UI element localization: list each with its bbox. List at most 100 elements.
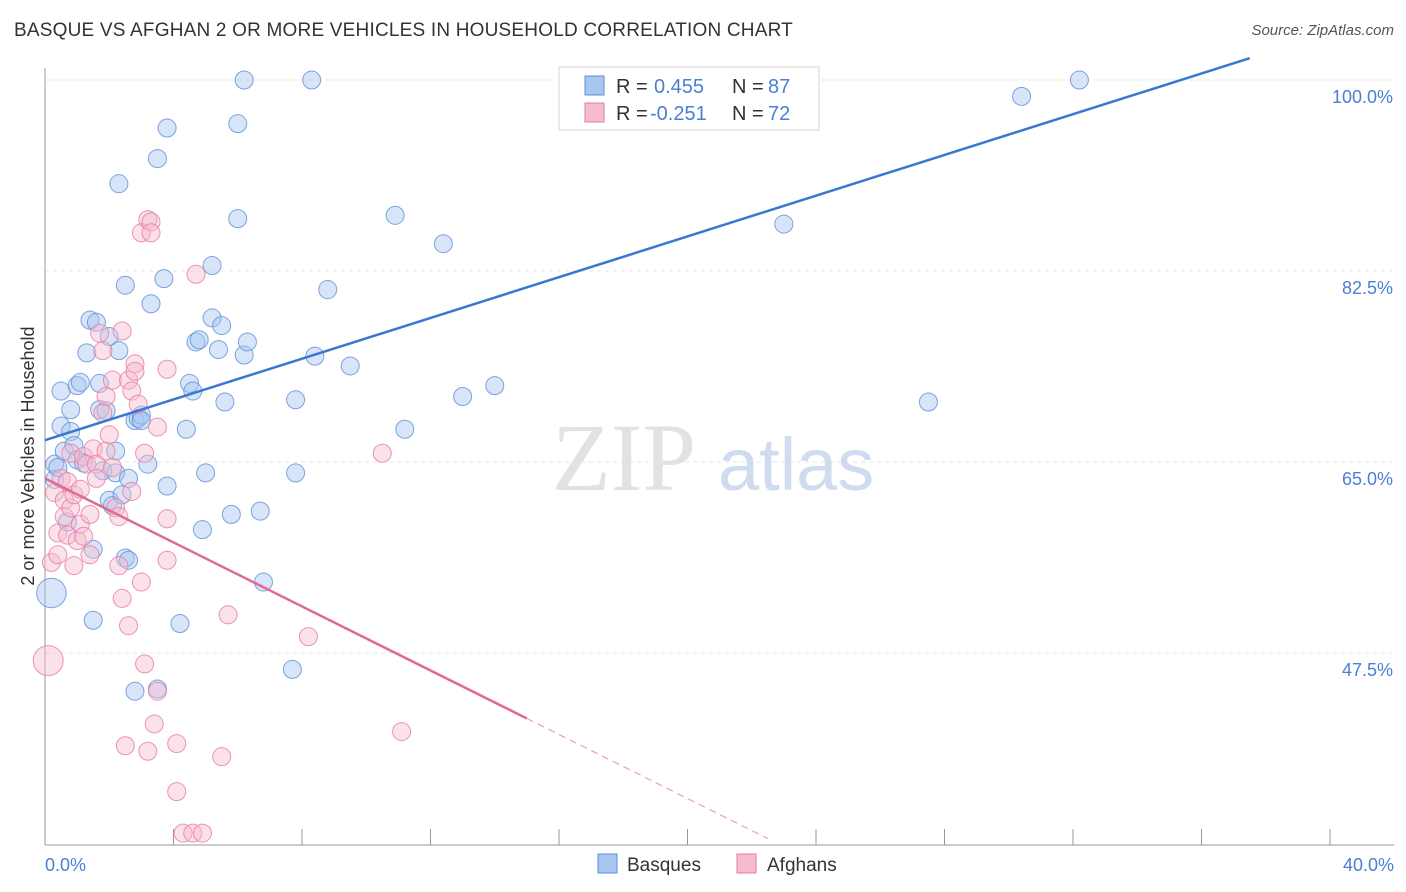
basque-point-71 <box>286 390 306 410</box>
afghan-point-38 <box>115 736 135 756</box>
legend-n-value-2: 72 <box>768 103 790 125</box>
afghan-point-31 <box>102 370 122 390</box>
afghan-point-60 <box>167 734 187 754</box>
series-legend-swatch-basques <box>597 853 618 874</box>
afghan-point-56 <box>147 681 167 701</box>
afghan-point-49 <box>135 654 155 674</box>
basque-point-19 <box>86 312 106 332</box>
series-basques-points <box>36 70 1089 701</box>
basque-point-10 <box>64 436 84 456</box>
afghan-point-23 <box>86 454 106 474</box>
afghan-point-1 <box>41 552 61 572</box>
basque-point-35 <box>119 550 139 570</box>
basque-point-76 <box>385 205 405 225</box>
basque-point-55 <box>196 463 216 483</box>
basque-point-32 <box>115 275 135 295</box>
basque-point-29 <box>109 341 129 361</box>
y-axis-label: 2 or more Vehicles in Household <box>18 326 38 585</box>
basque-point-8 <box>61 400 81 420</box>
basque-point-79 <box>453 387 473 407</box>
afghan-point-6 <box>54 490 74 510</box>
basque-point-54 <box>192 520 212 540</box>
basque-point-30 <box>109 174 129 194</box>
x-tick-label-min: 0.0% <box>45 855 86 875</box>
legend-r-label-1: R = <box>616 76 648 98</box>
basque-point-3 <box>48 457 68 477</box>
basque-point-62 <box>228 209 248 229</box>
series-afghans-points <box>32 210 412 843</box>
basque-point-73 <box>305 346 325 366</box>
afghan-point-66 <box>212 747 232 767</box>
legend-r-value-1: 0.455 <box>654 76 704 98</box>
legend-swatch-afghans <box>584 102 605 123</box>
basque-point-47 <box>157 476 177 496</box>
y-tick-label-3: 100.0% <box>1332 87 1393 107</box>
basque-point-61 <box>221 504 241 524</box>
basque-point-74 <box>318 280 338 300</box>
basque-point-83 <box>918 392 938 412</box>
basque-point-28 <box>106 463 126 483</box>
basque-point-13 <box>70 372 90 392</box>
basque-point-4 <box>51 381 71 401</box>
series-legend: Basques Afghans <box>597 853 837 876</box>
afghan-point-0 <box>32 645 64 677</box>
basque-point-69 <box>282 659 302 679</box>
basque-point-63 <box>228 114 248 134</box>
afghan-point-57 <box>157 509 177 529</box>
afghan-point-3 <box>48 523 68 543</box>
basque-point-84 <box>1012 86 1032 106</box>
basque-point-41 <box>138 454 158 474</box>
grid-lines <box>45 79 1394 654</box>
trend-lines <box>44 56 1251 840</box>
afghan-point-21 <box>80 504 100 524</box>
legend-r-label-2: R = <box>616 103 648 125</box>
basque-point-72 <box>302 70 322 90</box>
basque-point-15 <box>77 343 97 363</box>
trend-line-afghans <box>44 477 528 720</box>
afghan-point-59 <box>157 550 177 570</box>
series-legend-label-afghans: Afghans <box>767 855 837 876</box>
afghan-point-63 <box>183 823 203 843</box>
basque-point-59 <box>212 316 232 336</box>
basque-point-70 <box>286 463 306 483</box>
afghan-point-42 <box>122 481 142 501</box>
afghan-point-26 <box>93 341 113 361</box>
watermark-zip: ZIP <box>552 404 696 511</box>
afghan-point-55 <box>147 417 167 437</box>
afghan-point-65 <box>192 823 212 843</box>
afghan-point-70 <box>392 722 412 742</box>
afghan-point-69 <box>372 443 392 463</box>
afghan-point-47 <box>131 572 151 592</box>
basque-point-33 <box>115 548 135 568</box>
basque-point-80 <box>485 376 505 396</box>
afghan-point-37 <box>112 588 132 608</box>
afghan-point-67 <box>218 605 238 625</box>
basque-point-50 <box>180 373 200 393</box>
basque-point-60 <box>215 392 235 412</box>
watermark-atlas: atlas <box>718 423 874 506</box>
basque-point-85 <box>1069 70 1089 90</box>
afghan-point-9 <box>57 525 77 545</box>
basque-point-49 <box>176 419 196 439</box>
series-legend-label-basques: Basques <box>627 855 701 876</box>
afghan-point-32 <box>102 457 122 477</box>
afghan-point-52 <box>141 212 161 232</box>
afghan-point-4 <box>48 545 68 565</box>
afghan-point-53 <box>141 223 161 243</box>
afghan-point-48 <box>135 443 155 463</box>
afghan-point-44 <box>125 361 145 381</box>
basque-point-77 <box>395 419 415 439</box>
afghan-point-13 <box>64 556 84 576</box>
y-tick-label-1: 65.0% <box>1342 469 1393 489</box>
legend-r-value-2: -0.251 <box>650 103 707 125</box>
afghan-point-24 <box>86 468 106 488</box>
afghan-point-62 <box>173 823 193 843</box>
basque-point-53 <box>189 330 209 350</box>
y-tick-labels: 47.5% 65.0% 82.5% 100.0% <box>1332 87 1393 680</box>
watermark: ZIP atlas <box>552 404 874 511</box>
afghan-point-58 <box>157 359 177 379</box>
basque-point-56 <box>202 308 222 328</box>
legend-n-value-1: 87 <box>768 76 790 98</box>
basque-point-78 <box>433 234 453 254</box>
